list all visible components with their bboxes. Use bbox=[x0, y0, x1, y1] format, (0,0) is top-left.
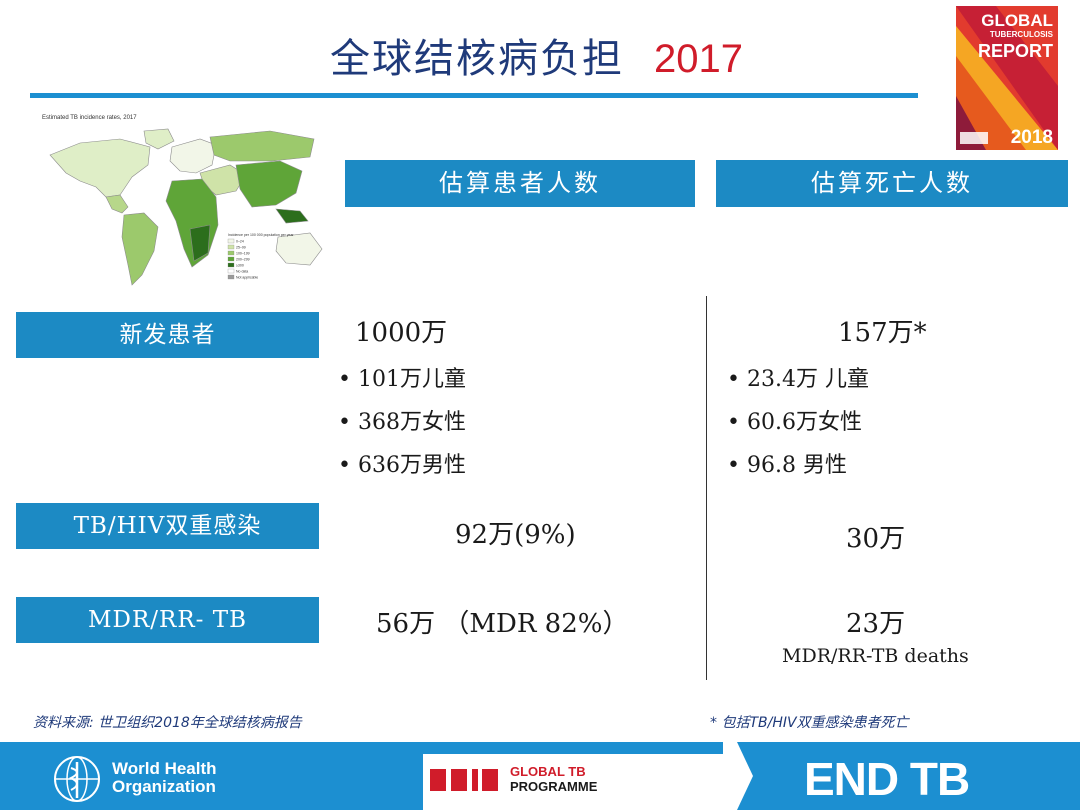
gtb-line2: PROGRAMME bbox=[510, 779, 598, 794]
report-year: 2018 bbox=[1010, 127, 1053, 148]
mdr-deaths: 23万 bbox=[846, 609, 906, 639]
map-legend-label: 0–24 bbox=[236, 240, 244, 244]
map-legend-swatch bbox=[227, 244, 235, 250]
new-cases-deaths-total: 157万* bbox=[838, 318, 927, 348]
title-divider bbox=[30, 93, 918, 98]
map-legend-swatch bbox=[227, 250, 235, 256]
gtb-line1: GLOBAL TB bbox=[510, 764, 586, 779]
map-legend-swatch bbox=[227, 256, 235, 262]
source-note: 资料来源: 世卫组织2018年全球结核病报告 bbox=[33, 715, 302, 731]
report-cover-image: GLOBAL TUBERCULOSIS REPORT 2018 bbox=[956, 6, 1058, 150]
end-tb-logo: END TB bbox=[804, 753, 970, 805]
report-line3: REPORT bbox=[977, 41, 1053, 61]
gtb-block-icon bbox=[430, 769, 446, 791]
map-legend-label: 200–299 bbox=[236, 258, 250, 262]
map-legend-label: ≥300 bbox=[236, 264, 244, 268]
new-cases-total: 1000万 bbox=[355, 318, 448, 348]
slide-title: 全球结核病负担 2017 bbox=[330, 26, 743, 84]
tb-hiv-cases: 92万(9%) bbox=[455, 520, 576, 550]
report-cover-art bbox=[956, 6, 1058, 150]
map-legend-label: 25–99 bbox=[236, 246, 246, 250]
new-cases-item: • 636万男性 bbox=[338, 453, 466, 478]
gtb-block-icon bbox=[482, 769, 498, 791]
who-logo-text: World Health Organization bbox=[112, 760, 217, 796]
new-cases-item: • 368万女性 bbox=[338, 410, 466, 435]
title-year: 2017 bbox=[654, 37, 743, 81]
deaths-item: • 23.4万 儿童 bbox=[727, 367, 869, 392]
map-legend-label: No data bbox=[236, 270, 248, 274]
map-legend-swatch bbox=[227, 238, 235, 244]
report-line2: TUBERCULOSIS bbox=[989, 30, 1053, 39]
mdr-cases: 56万 （MDR 82%） bbox=[376, 609, 629, 639]
map-legend-label: 100–199 bbox=[236, 252, 250, 256]
world-tb-incidence-map: Incidence per 100 000 population per yea… bbox=[49, 128, 323, 286]
row-header-tb-hiv: TB/HIV双重感染 bbox=[16, 503, 319, 549]
who-line2: Organization bbox=[112, 777, 216, 796]
map-legend-swatch bbox=[227, 274, 235, 280]
who-emblem-icon bbox=[54, 756, 100, 802]
map-legend-title: Incidence per 100 000 population per yea… bbox=[228, 233, 294, 237]
new-cases-item: • 101万儿童 bbox=[338, 367, 466, 392]
footnote: * 包括TB/HIV双重感染患者死亡 bbox=[710, 715, 909, 731]
map-legend: 0–24 25–99 100–199 200–299 ≥300 No data Not ap… bbox=[227, 238, 258, 280]
gtb-block-icon bbox=[472, 769, 478, 791]
gtb-text: GLOBAL TB PROGRAMME bbox=[510, 764, 597, 794]
map-legend-label: Not applicable bbox=[236, 276, 258, 280]
map-legend-swatch bbox=[227, 268, 235, 274]
column-divider bbox=[706, 296, 707, 680]
gtb-block-icon bbox=[451, 769, 467, 791]
deaths-item: • 96.8 男性 bbox=[727, 453, 847, 478]
who-line1: World Health bbox=[112, 759, 217, 778]
deaths-item: • 60.6万女性 bbox=[727, 410, 862, 435]
column-header-estimated-deaths: 估算死亡人数 bbox=[716, 160, 1068, 207]
map-caption: Estimated TB incidence rates, 2017 bbox=[42, 115, 137, 121]
map-legend-swatch bbox=[227, 262, 235, 268]
mdr-deaths-note: MDR/RR-TB deaths bbox=[782, 645, 969, 667]
row-header-mdr-tb: MDR/RR- TB bbox=[16, 597, 319, 643]
chevron-shape bbox=[723, 742, 753, 810]
tb-hiv-deaths: 30万 bbox=[846, 524, 906, 554]
column-header-estimated-cases: 估算患者人数 bbox=[345, 160, 695, 207]
title-text: 全球结核病负担 bbox=[330, 36, 624, 82]
row-header-new-cases: 新发患者 bbox=[16, 312, 319, 358]
report-line1: GLOBAL bbox=[981, 11, 1053, 30]
